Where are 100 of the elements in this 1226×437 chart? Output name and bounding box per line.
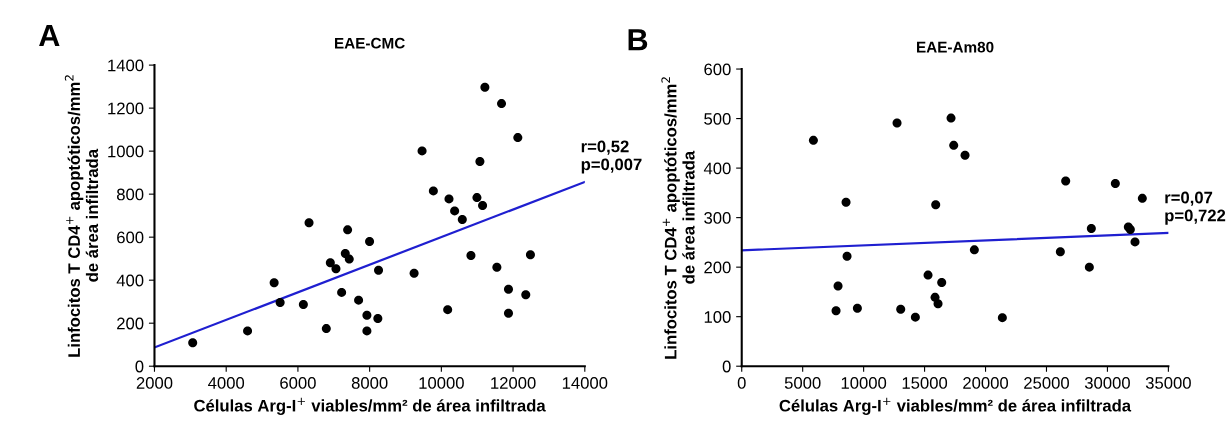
point <box>969 245 979 255</box>
point <box>362 326 372 336</box>
x-tick-label: 4000 <box>208 377 245 389</box>
x-tick-label: 10000 <box>419 377 464 389</box>
y-tick-label: 400 <box>703 162 731 175</box>
x-tick-label: 20000 <box>963 377 1009 389</box>
y-tick-label: 0 <box>135 360 144 373</box>
point <box>521 290 531 300</box>
y-tick-label: 1200 <box>108 102 144 115</box>
x-tick-label: 15000 <box>902 377 948 389</box>
annotation: r=0,07 p=0,722 <box>1165 191 1226 225</box>
point <box>997 313 1007 323</box>
point <box>923 270 933 280</box>
point <box>833 281 843 291</box>
point <box>503 284 513 294</box>
x-tick-label: 30000 <box>1084 377 1130 389</box>
point <box>478 201 488 211</box>
point <box>337 287 347 297</box>
point <box>513 133 523 143</box>
point <box>269 278 279 288</box>
x-tick-label: 35000 <box>1145 377 1191 389</box>
point <box>243 326 253 336</box>
point <box>466 250 476 260</box>
point <box>188 338 198 348</box>
chart-title: EAE-CMC <box>335 37 405 49</box>
text: Linfocitos T CD4$^{+}$ apoptóticos/mm$^{2}$ de área infiltrada <box>64 75 99 357</box>
point <box>457 215 467 225</box>
point <box>475 156 485 166</box>
point <box>417 146 427 156</box>
point <box>365 236 375 246</box>
point <box>373 313 383 323</box>
y-tick-label: 200 <box>117 317 144 330</box>
point <box>910 312 920 322</box>
point <box>931 200 941 210</box>
point <box>842 251 852 261</box>
y-tick-label: 200 <box>704 261 731 274</box>
point <box>1086 224 1096 234</box>
x-tick-label: 5000 <box>784 377 821 389</box>
point <box>946 113 956 123</box>
x-tick-label: 14000 <box>562 377 608 389</box>
point <box>374 265 384 275</box>
point <box>525 250 535 260</box>
point <box>362 310 372 320</box>
point <box>960 150 970 160</box>
point <box>497 99 507 109</box>
point <box>503 308 513 318</box>
point <box>444 194 454 204</box>
point <box>1061 176 1071 186</box>
x-axis-title: Células Arg-I$^{+}$ viables/mm² de área infiltrada <box>194 397 546 415</box>
x-tick-label: 12000 <box>491 377 536 389</box>
point <box>852 303 862 313</box>
y-tick-label: 100 <box>704 311 731 323</box>
chart-title: EAE-Am80 <box>917 41 994 53</box>
x-tick-label: 8000 <box>351 377 388 389</box>
y-tick-label: 0 <box>722 360 731 373</box>
y-tick-label: 600 <box>704 63 731 76</box>
point <box>344 254 354 264</box>
y-tick-label: 500 <box>704 112 731 125</box>
point <box>892 118 902 128</box>
point <box>949 140 959 150</box>
x-axis-title: Células Arg-I$^{+}$ viables/mm² de área infiltrada <box>779 397 1132 415</box>
point <box>1130 237 1140 247</box>
annotation: r=0,52 p=0,007 <box>581 140 642 174</box>
point <box>937 278 947 288</box>
point <box>1055 247 1065 257</box>
point <box>1084 262 1094 272</box>
x-tick-label: 25000 <box>1024 377 1069 389</box>
y-tick-label: 600 <box>117 231 144 244</box>
point <box>354 295 364 305</box>
point <box>321 324 331 334</box>
y-tick-label: 1000 <box>108 145 144 158</box>
point <box>298 299 308 309</box>
point <box>841 197 851 207</box>
point <box>428 186 438 196</box>
point <box>472 193 482 203</box>
point <box>1110 178 1120 188</box>
point <box>896 304 906 314</box>
x-tick-label: 2000 <box>136 377 173 389</box>
point <box>933 299 943 309</box>
point <box>808 135 818 145</box>
point <box>304 218 314 228</box>
point <box>331 264 341 274</box>
point <box>1137 193 1147 203</box>
point <box>275 298 285 308</box>
x-tick-label: 0 <box>737 377 746 389</box>
text: A <box>39 24 60 46</box>
text: B <box>628 29 648 51</box>
x-tick-label: 6000 <box>280 377 316 389</box>
point <box>492 262 502 272</box>
x-tick-label: 10000 <box>841 377 887 389</box>
point <box>409 268 419 278</box>
point <box>480 82 490 92</box>
point <box>325 258 335 268</box>
text: Linfocitos T CD4$^{+}$ apoptóticos/mm$^{2}$ de área infiltrada <box>661 77 695 359</box>
point <box>831 306 841 316</box>
point <box>443 305 453 315</box>
y-tick-label: 1400 <box>108 59 144 72</box>
y-tick-label: 300 <box>704 212 731 224</box>
point <box>450 206 460 216</box>
y-tick-label: 400 <box>116 274 144 287</box>
